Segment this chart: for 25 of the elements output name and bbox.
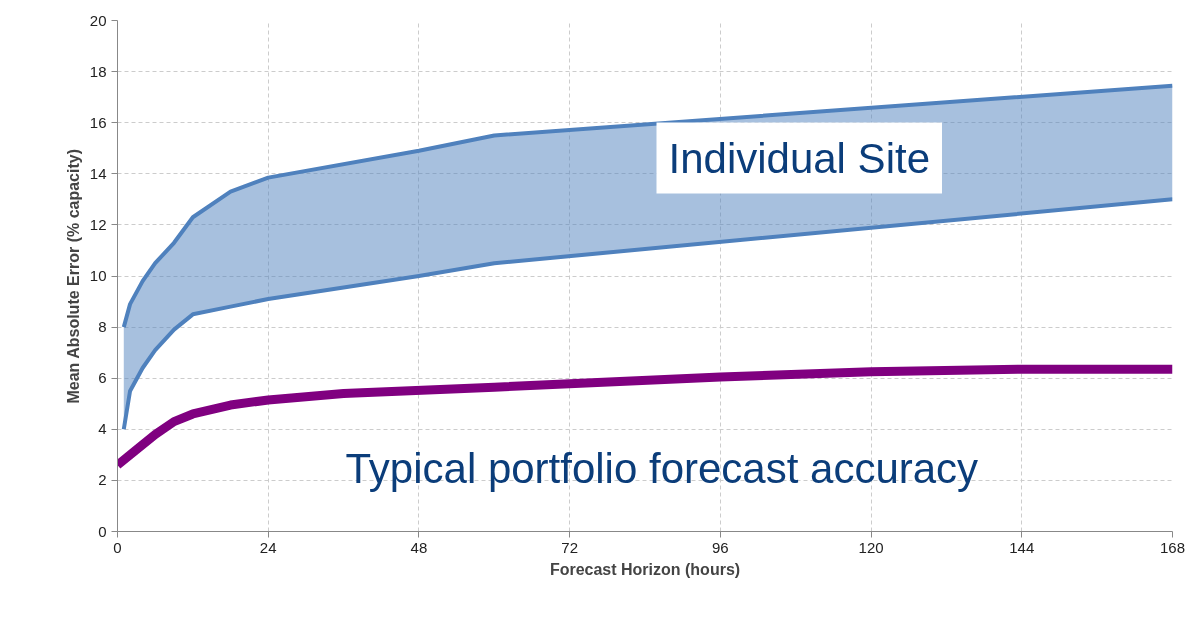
y-tick-label: 20 — [89, 11, 107, 29]
y-tick-label: 14 — [89, 164, 107, 182]
y-tick-label: 0 — [98, 522, 107, 540]
y-tick-label: 10 — [89, 267, 107, 284]
x-tick-label: 96 — [712, 538, 729, 556]
x-tick-label: 72 — [561, 538, 578, 556]
x-tick-label: 168 — [1159, 538, 1186, 556]
y-tick-label: 6 — [98, 369, 107, 387]
line-series — [121, 197, 1173, 432]
x-tick-label: 48 — [410, 538, 428, 556]
x-tick-label: 144 — [1009, 538, 1035, 556]
x-axis-title: Forecast Horizon (hours) — [549, 560, 741, 578]
y-axis-title: Mean Absolute Error (% capacity) — [64, 149, 82, 404]
y-tick-label: 8 — [98, 318, 107, 336]
x-tick-label: 120 — [858, 538, 884, 556]
y-tick-label: 16 — [89, 113, 107, 131]
y-tick-label: 18 — [89, 62, 107, 80]
y-tick-label: 4 — [98, 420, 107, 438]
y-tick-label: 12 — [89, 215, 107, 233]
x-tick-label: 0 — [113, 538, 122, 556]
series-label: Individual Site — [668, 134, 930, 182]
line-series — [121, 83, 1173, 330]
y-tick-label: 2 — [98, 471, 107, 489]
series-label: Typical portfolio forecast accuracy — [345, 444, 979, 492]
x-tick-label: 24 — [259, 538, 277, 556]
